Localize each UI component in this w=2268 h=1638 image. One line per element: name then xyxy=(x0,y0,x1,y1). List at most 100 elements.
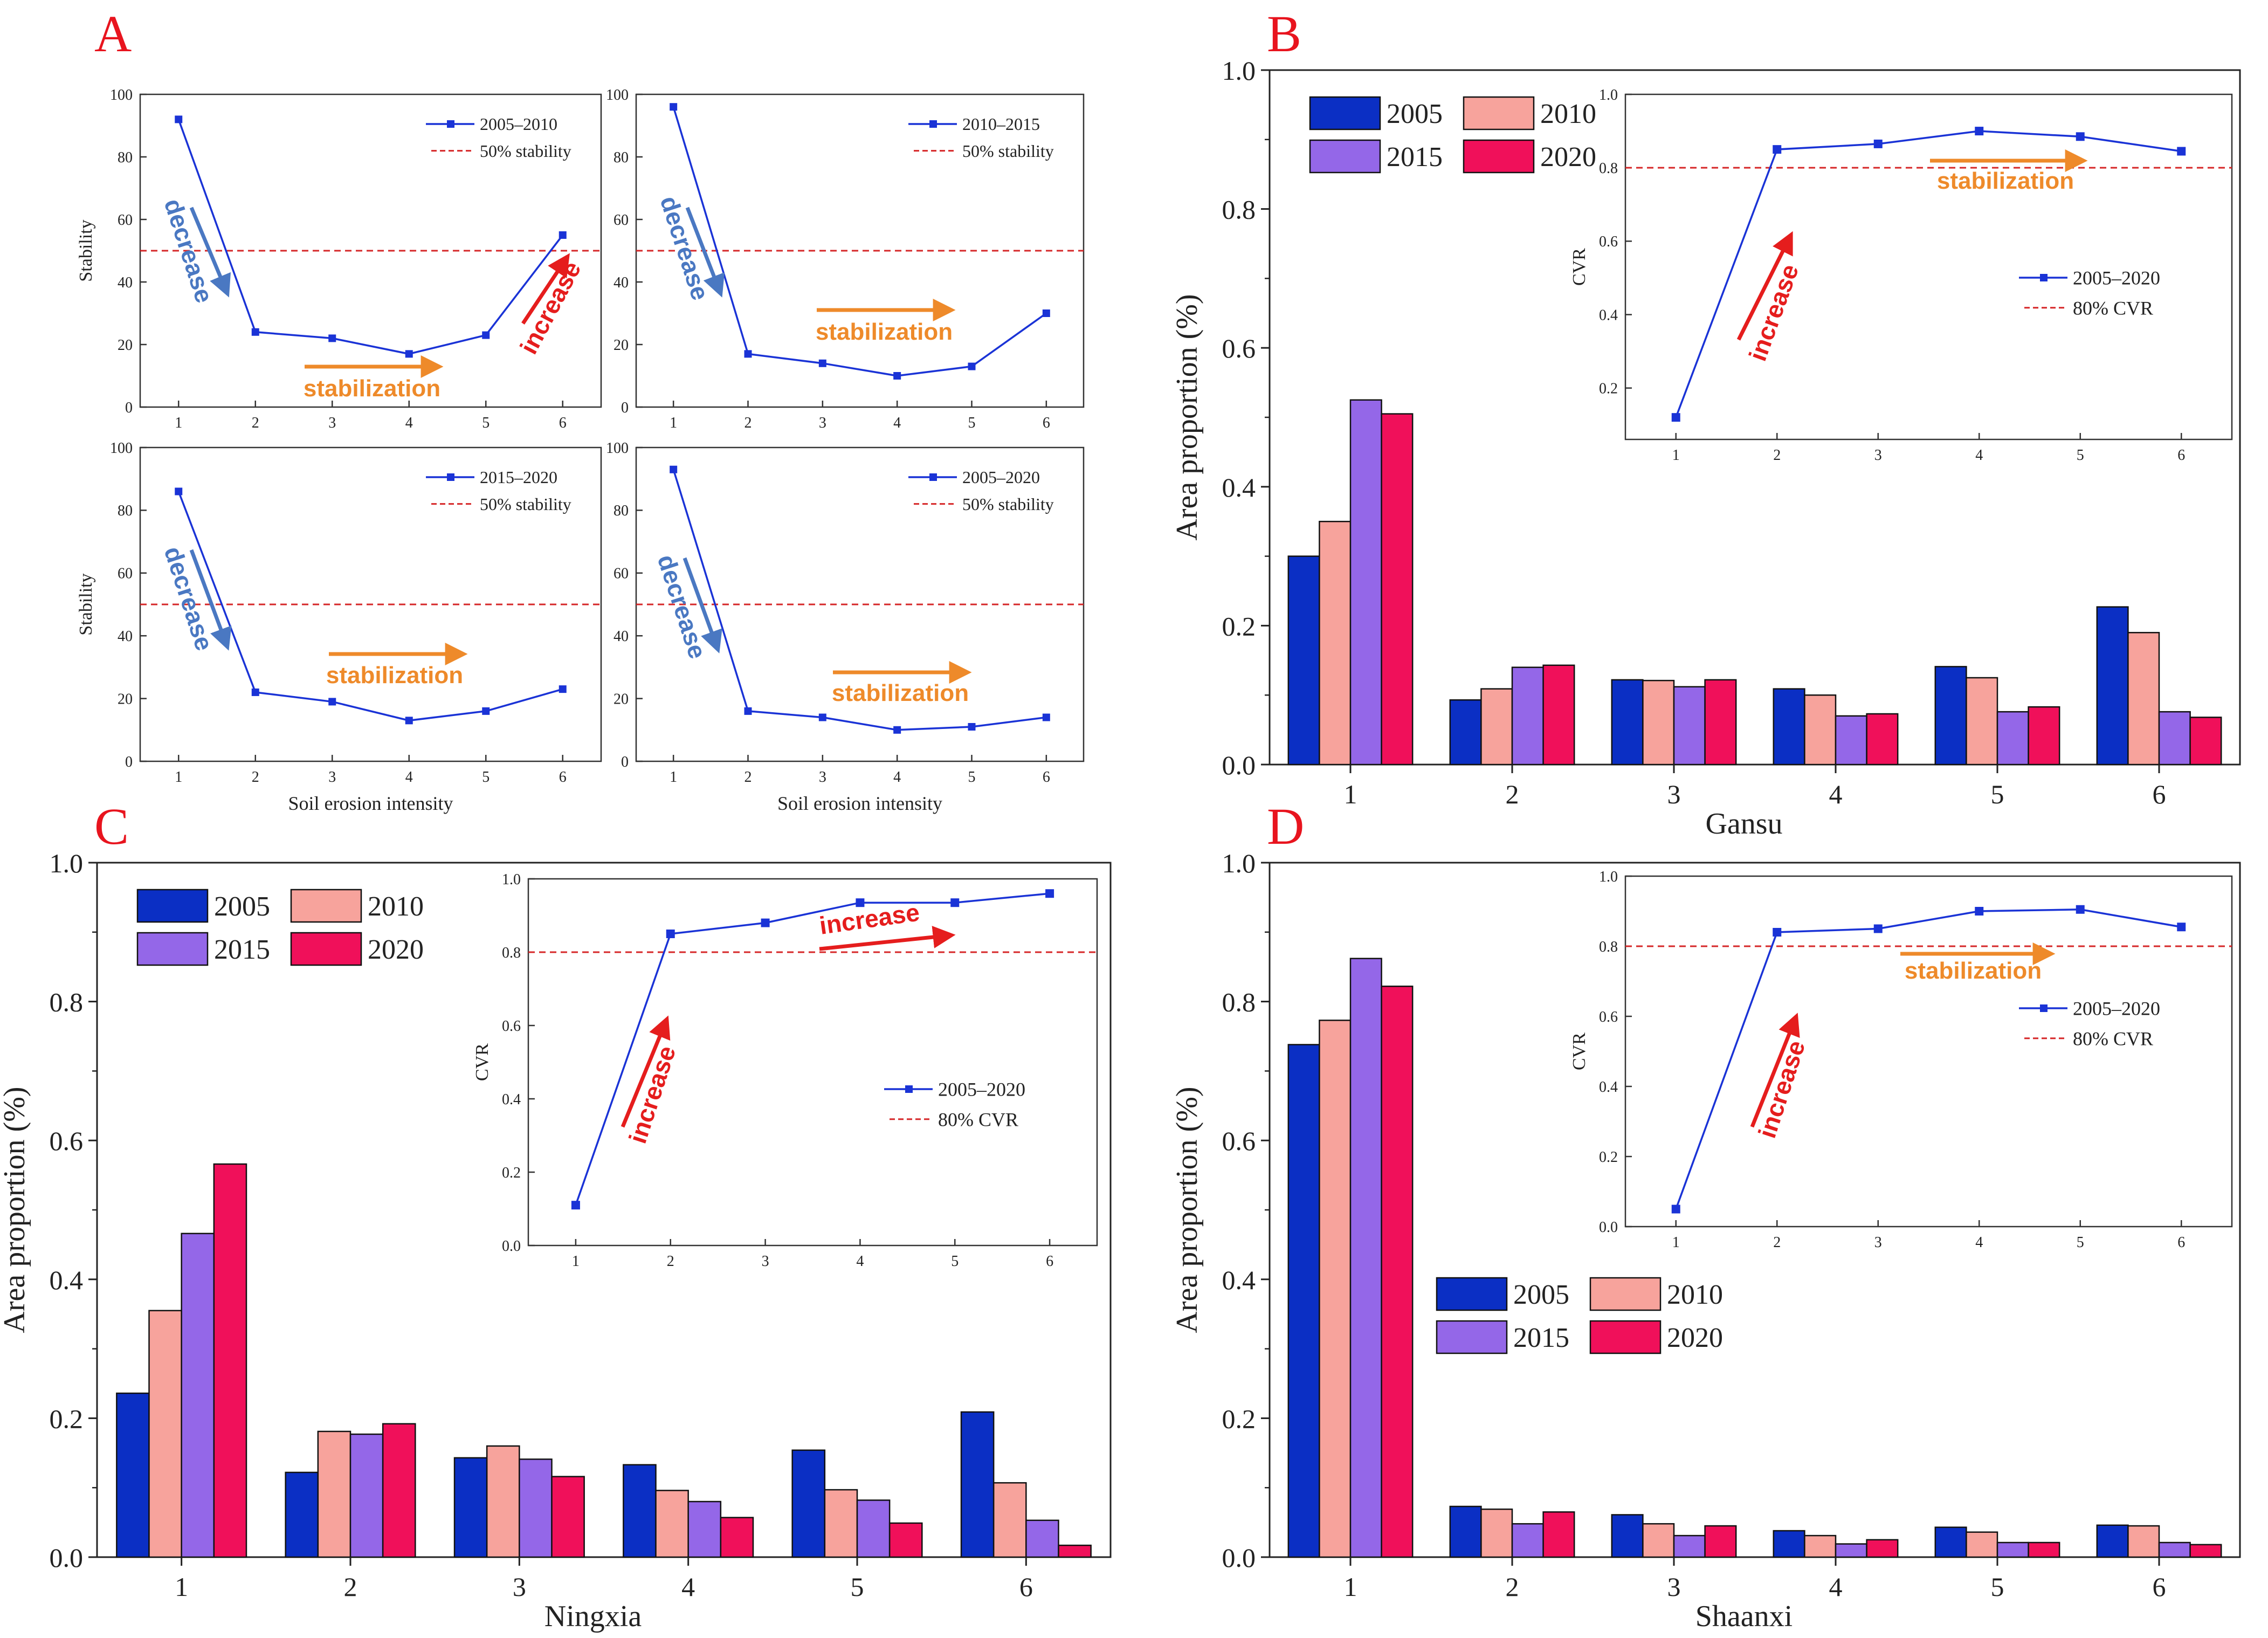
x-tick-label: 4 xyxy=(1975,1234,1983,1251)
bar-2010-cat-3 xyxy=(1642,1523,1675,1558)
y-tick-label: 60 xyxy=(118,566,133,582)
x-tick-label: 3 xyxy=(819,415,826,431)
legend-label-2005: 2005 xyxy=(1513,1279,1569,1310)
legend-label: 2010–2015 xyxy=(962,114,1040,134)
series-line xyxy=(177,491,563,722)
x-tick-label: 1 xyxy=(175,1572,188,1602)
y-tick-label: 1.0 xyxy=(1222,56,1256,86)
x-tick-label: 4 xyxy=(856,1253,864,1270)
x-tick-label: 3 xyxy=(513,1572,526,1602)
bar-2005-cat-4 xyxy=(1773,688,1805,766)
data-point xyxy=(761,918,770,927)
bar-2020-cat-6 xyxy=(1058,1544,1092,1558)
data-point xyxy=(1042,713,1050,721)
series-line xyxy=(672,469,1047,731)
bar-2020-cat-2 xyxy=(382,1423,416,1558)
legend-swatch-2005 xyxy=(1436,1277,1508,1311)
y-tick-label: 20 xyxy=(613,691,629,707)
series-line xyxy=(672,106,1047,377)
x-tick-label: 2 xyxy=(744,415,752,431)
bar-2015-cat-3 xyxy=(519,1458,553,1558)
data-point xyxy=(405,717,413,725)
legend-ref-label: 80% CVR xyxy=(2073,297,2153,319)
x-tick-label: 6 xyxy=(2177,1234,2185,1251)
y-axis-label: CVR xyxy=(472,1043,492,1081)
data-point xyxy=(1975,127,1984,136)
y-tick-label: 0.4 xyxy=(1599,1079,1618,1096)
bar-2020-cat-1 xyxy=(1381,986,1414,1558)
bar-2005-cat-4 xyxy=(623,1464,657,1558)
bar-2010-cat-1 xyxy=(1319,1020,1352,1558)
bar-2005-cat-1 xyxy=(1287,1044,1320,1558)
y-tick-label: 0.6 xyxy=(1599,1009,1618,1026)
y-tick-label: 0.8 xyxy=(1599,939,1618,955)
x-tick-label: 5 xyxy=(951,1253,959,1270)
legend-label-2020: 2020 xyxy=(368,934,424,965)
y-axis-label: Area proportion (%) xyxy=(1170,1086,1204,1333)
bar-2005-cat-3 xyxy=(453,1457,488,1558)
y-tick-label: 0.6 xyxy=(1222,1126,1256,1156)
x-tick-label: 3 xyxy=(328,769,336,786)
x-tick-label: 1 xyxy=(670,415,677,431)
y-tick-label: 0.6 xyxy=(502,1018,521,1035)
bar-2015-cat-5 xyxy=(856,1499,891,1558)
x-tick-label: 2 xyxy=(744,769,752,786)
y-tick-label: 20 xyxy=(613,337,629,354)
bar-2010-cat-5 xyxy=(824,1489,858,1558)
y-tick-label: 40 xyxy=(118,274,133,291)
bar-2015-cat-4 xyxy=(1835,1543,1867,1558)
bar-chart-D: 0.0 0.2 0.4 0.6 0.8 1.0 1 2 3 4 5 6 Area proportion … xyxy=(1170,848,2241,1633)
data-point xyxy=(175,487,183,495)
legend-label-2010: 2010 xyxy=(1540,99,1596,129)
y-tick-label: 100 xyxy=(110,87,133,104)
legend-ref-label: 80% CVR xyxy=(2073,1028,2153,1049)
data-point xyxy=(1671,413,1680,422)
x-tick-label: 4 xyxy=(893,769,901,786)
x-axis-label: Shaanxi xyxy=(1695,1600,1793,1633)
x-tick-label: 2 xyxy=(252,415,259,431)
x-tick-label: 5 xyxy=(851,1572,864,1602)
y-tick-label: 0.8 xyxy=(1222,195,1256,225)
series-line xyxy=(1675,130,2182,418)
data-point xyxy=(405,350,413,358)
bar-2015-cat-5 xyxy=(1996,1541,2029,1558)
bar-2005-cat-2 xyxy=(285,1471,319,1558)
legend-swatch-2015 xyxy=(1436,1320,1508,1354)
x-tick-label: 1 xyxy=(175,769,182,786)
trend-arrow xyxy=(683,557,722,653)
bar-2010-cat-3 xyxy=(486,1445,520,1558)
y-tick-label: 0.0 xyxy=(502,1238,521,1255)
plot-frame xyxy=(1624,875,2233,1228)
x-tick-label: 4 xyxy=(893,415,901,431)
legend-ref-label: 50% stability xyxy=(480,494,571,514)
x-tick-label: 2 xyxy=(1773,447,1781,464)
bar-2005-cat-3 xyxy=(1611,1514,1644,1558)
legend-label-2010: 2010 xyxy=(1667,1279,1723,1310)
x-tick-label: 5 xyxy=(2077,1234,2084,1251)
y-tick-label: 20 xyxy=(118,337,133,354)
y-axis-label: CVR xyxy=(1569,248,1589,286)
bar-2020-cat-3 xyxy=(1704,679,1737,766)
bar-2005-cat-2 xyxy=(1449,1505,1482,1558)
data-point xyxy=(856,898,865,907)
x-tick-label: 3 xyxy=(1874,447,1882,464)
trend-label: stabilization xyxy=(304,375,440,402)
x-tick-label: 6 xyxy=(559,769,567,786)
legend-label-2005: 2005 xyxy=(1387,99,1443,129)
data-point xyxy=(818,359,826,367)
y-tick-label: 0.6 xyxy=(1599,233,1618,250)
x-tick-label: 5 xyxy=(968,415,976,431)
legend-swatch-2010 xyxy=(290,889,362,923)
trend-arrow xyxy=(819,926,956,951)
y-tick-label: 0.4 xyxy=(1222,1265,1256,1295)
bar-2015-cat-1 xyxy=(1349,399,1382,766)
x-tick-label: 6 xyxy=(1043,769,1050,786)
legend-ref-label: 50% stability xyxy=(962,494,1054,514)
y-tick-label: 40 xyxy=(118,628,133,645)
bar-chart-C: 0.0 0.2 0.4 0.6 0.8 1.0 1 2 3 4 5 6 Area proportion … xyxy=(0,848,1112,1633)
bar-2005-cat-5 xyxy=(791,1449,826,1558)
y-tick-label: 0.2 xyxy=(50,1403,84,1434)
legend-label: 2015–2020 xyxy=(480,467,557,487)
bar-2010-cat-4 xyxy=(655,1490,689,1558)
